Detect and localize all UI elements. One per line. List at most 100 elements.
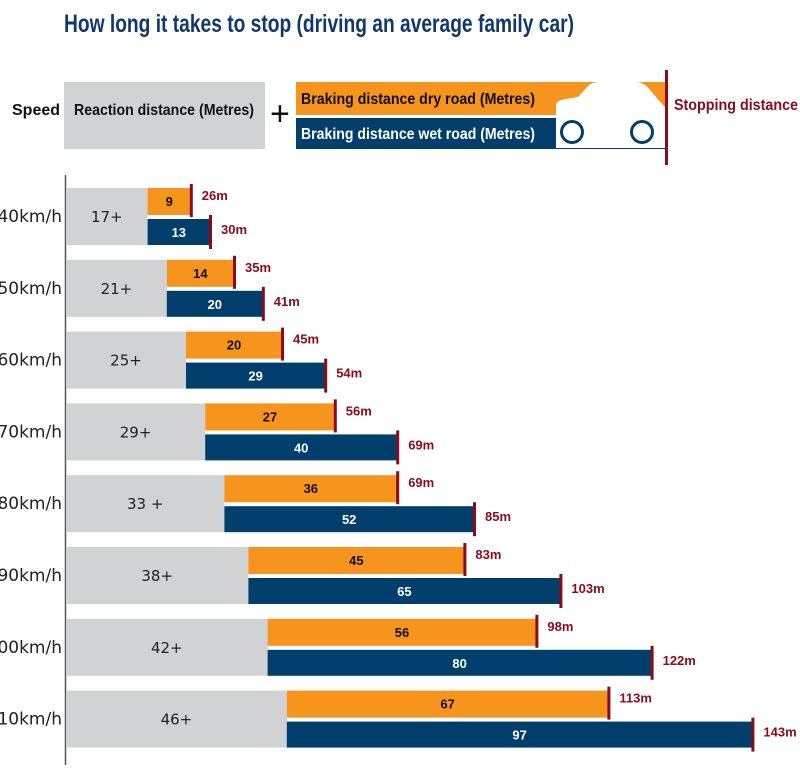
dry-stop-marker [189, 184, 193, 217]
dry-stopping-distance: 45m [293, 332, 319, 347]
dry-braking-bar [147, 188, 191, 215]
wet-stop-marker [209, 215, 212, 249]
wet-braking-value: 80 [452, 656, 466, 671]
dry-stopping-distance: 56m [346, 403, 372, 418]
reaction-label: 25+ [110, 352, 142, 370]
wet-braking-value: 65 [397, 584, 411, 599]
wet-braking-bar [186, 362, 326, 389]
dry-braking-value: 20 [227, 338, 241, 353]
reaction-bar [66, 547, 249, 604]
dry-stop-marker [396, 471, 400, 505]
wet-stopping-distance: 122m [663, 653, 696, 668]
reaction-bar [66, 331, 186, 389]
legend: Speed Reaction distance (Metres) + Braki… [12, 70, 798, 165]
dry-braking-value: 67 [440, 697, 454, 712]
reaction-label: 17+ [91, 208, 123, 226]
legend-speed: Speed [12, 102, 60, 119]
wet-stop-marker [473, 502, 476, 537]
dry-braking-bar [205, 403, 335, 431]
dry-braking-value: 36 [304, 481, 318, 496]
wet-stop-marker [324, 358, 328, 393]
wet-braking-bar [286, 721, 753, 748]
speed-label: 100km/h [0, 638, 62, 658]
dry-stop-marker [607, 686, 611, 720]
dry-braking-value: 27 [263, 409, 277, 424]
speed-label: 60km/h [0, 351, 62, 371]
legend-dry: Braking distance dry road (Metres) [301, 91, 535, 108]
legend-stopping: Stopping distance [674, 97, 798, 114]
dry-braking-bar [248, 547, 465, 574]
dry-braking-bar [267, 618, 537, 646]
wet-braking-value: 13 [172, 225, 186, 240]
reaction-bar [66, 188, 148, 245]
speed-label: 80km/h [0, 494, 62, 514]
chart-title: How long it takes to stop (driving an av… [64, 10, 574, 38]
speed-label: 110km/h [0, 710, 62, 730]
wet-braking-value: 40 [294, 440, 308, 455]
speed-label: 90km/h [0, 566, 62, 586]
wet-braking-value: 52 [342, 512, 356, 527]
dry-stop-marker [463, 543, 467, 576]
reaction-bar [66, 618, 268, 676]
wet-braking-value: 97 [512, 728, 526, 743]
wet-braking-bar [205, 434, 398, 461]
legend-reaction-swatch [64, 82, 265, 149]
dry-braking-value: 14 [193, 266, 208, 281]
wet-braking-value: 29 [248, 369, 262, 384]
legend-reaction: Reaction distance (Metres) [74, 102, 254, 119]
wet-stop-marker [559, 574, 563, 608]
dry-braking-value: 56 [395, 625, 409, 640]
dry-stop-marker [333, 399, 337, 433]
dry-stop-marker [281, 327, 284, 361]
wet-stopping-distance: 143m [763, 725, 796, 740]
dry-stopping-distance: 83m [475, 547, 501, 562]
dry-stop-marker [535, 614, 539, 648]
wet-stopping-distance: 54m [336, 366, 362, 381]
dry-braking-bar [166, 259, 234, 287]
wet-stopping-distance: 41m [274, 294, 300, 309]
dry-stopping-distance: 69m [408, 475, 434, 490]
wet-stopping-distance: 85m [485, 509, 511, 524]
wet-stopping-distance: 69m [408, 437, 434, 452]
dry-braking-bar [224, 475, 398, 503]
wet-stop-marker [650, 645, 654, 680]
reaction-label: 33 + [127, 495, 163, 513]
speed-label: 70km/h [0, 422, 62, 442]
dry-braking-bar [286, 690, 609, 718]
reaction-bar [66, 690, 287, 748]
dry-stopping-distance: 35m [245, 260, 271, 275]
speed-label: 50km/h [0, 279, 62, 299]
wet-braking-bar [147, 219, 210, 245]
legend-plus: + [270, 95, 290, 133]
legend-stop-line [665, 70, 668, 165]
wet-stopping-distance: 103m [571, 581, 604, 596]
wet-braking-bar [267, 649, 652, 676]
wet-stopping-distance: 30m [221, 222, 247, 237]
dry-braking-bar [186, 331, 282, 359]
wet-stop-marker [396, 430, 400, 465]
car-icon [556, 82, 666, 148]
dry-braking-value: 9 [166, 194, 173, 209]
reaction-label: 42+ [151, 639, 183, 657]
reaction-label: 38+ [141, 567, 173, 585]
reaction-bar [66, 403, 206, 461]
reaction-label: 21+ [101, 280, 133, 298]
wet-stop-marker [261, 286, 265, 321]
dry-stopping-distance: 26m [202, 188, 228, 203]
legend-wet: Braking distance wet road (Metres) [301, 126, 535, 143]
reaction-label: 29+ [120, 423, 152, 441]
wet-braking-bar [166, 290, 263, 317]
dry-stopping-distance: 98m [547, 619, 573, 634]
reaction-bar [66, 259, 167, 317]
wet-stop-marker [751, 717, 755, 752]
speed-label: 40km/h [0, 207, 62, 227]
reaction-bar [66, 475, 225, 533]
reaction-label: 46+ [161, 711, 193, 729]
wet-braking-value: 20 [208, 297, 222, 312]
wet-braking-bar [224, 506, 474, 533]
dry-stop-marker [233, 255, 236, 289]
wet-braking-bar [248, 578, 561, 604]
dry-stopping-distance: 113m [619, 691, 652, 706]
dry-braking-value: 45 [349, 553, 363, 568]
